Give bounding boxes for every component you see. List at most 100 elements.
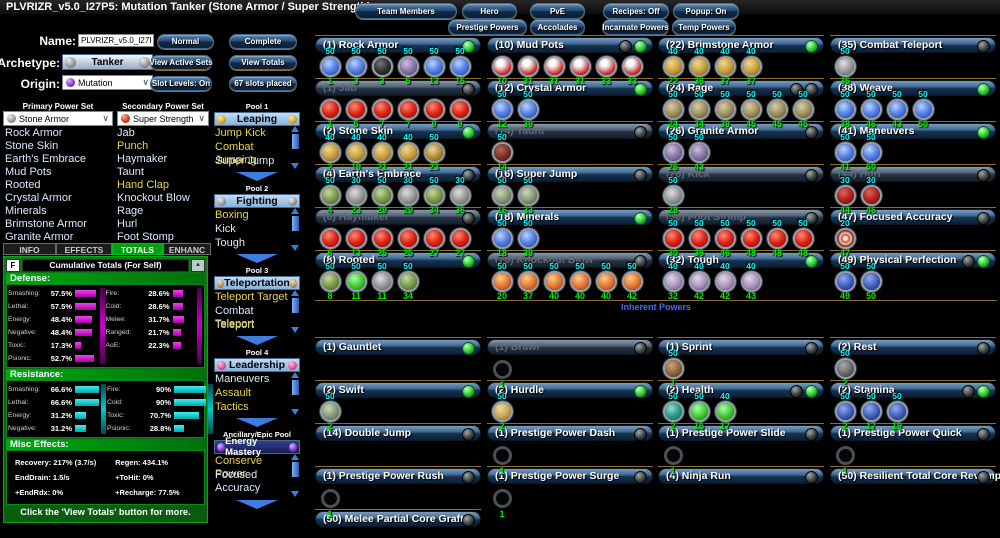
enhancement-icon[interactable] (862, 187, 880, 204)
enhancement-slot[interactable]: 33 (593, 50, 619, 86)
primary-power-minerals[interactable]: Minerals (5, 205, 47, 217)
enhancement-icon[interactable] (519, 273, 537, 290)
pool-power-jump-kick[interactable]: Jump Kick (215, 127, 266, 139)
enhancement-icon[interactable] (373, 58, 391, 75)
pool-power-combat-teleport[interactable]: Combat Teleport (215, 305, 255, 330)
enhancement-slot[interactable]: 9 (421, 93, 447, 129)
power-bar-minerals[interactable]: (18) Minerals (487, 209, 653, 225)
secondary-power-taunt[interactable]: Taunt (117, 166, 144, 178)
power-bar-granite-armor[interactable]: (26) Granite Armor (658, 123, 824, 139)
power-bar-prestige-power-surge[interactable]: (1) Prestige Power Surge (487, 468, 653, 484)
enhancement-icon[interactable] (836, 101, 854, 118)
led-off-icon[interactable] (634, 126, 647, 139)
enhancement-slot[interactable]: 9 (447, 93, 473, 129)
scroll-thumb[interactable] (291, 216, 299, 231)
enhancement-icon[interactable] (321, 273, 339, 290)
scroll-up-icon[interactable] (291, 372, 299, 378)
enhancement-slot[interactable]: 50 28 (660, 176, 686, 215)
scroll-down-icon[interactable] (291, 327, 299, 333)
enhancement-slot[interactable]: 50 48 (764, 219, 790, 258)
led-off-icon[interactable] (805, 83, 818, 96)
pool-power-teleport[interactable]: Teleport (215, 319, 255, 331)
enhancement-icon[interactable] (888, 101, 906, 118)
scroll-down-icon[interactable] (291, 163, 299, 169)
enhancement-slot[interactable]: 40 32 (660, 262, 686, 301)
power-bar-jab[interactable]: (1) Jab (315, 80, 481, 96)
enhancement-slot[interactable]: 50 50 (910, 90, 936, 129)
enhancement-icon[interactable] (493, 144, 511, 161)
led-on-icon[interactable] (805, 255, 818, 268)
led-off-icon[interactable] (805, 126, 818, 139)
pink-orb-icon[interactable] (288, 360, 297, 370)
power-bar-prestige-power-rush[interactable]: (1) Prestige Power Rush (315, 468, 481, 484)
empty-slot-icon[interactable] (492, 446, 512, 465)
power-bar-brimstone-armor[interactable]: (22) Brimstone Armor (658, 37, 824, 53)
led-off-icon[interactable] (462, 212, 475, 225)
primary-power-earth-s-embrace[interactable]: Earth's Embrace (5, 153, 86, 165)
led-on-icon[interactable] (634, 212, 647, 225)
pool-expand-icon[interactable] (236, 254, 278, 263)
enhancement-slot[interactable]: 50 45 (790, 90, 816, 129)
enhancement-slot[interactable]: 50 1 (317, 47, 343, 86)
enhancement-icon[interactable] (716, 58, 734, 75)
pool-expand-icon[interactable] (236, 500, 278, 509)
enhancement-slot[interactable]: 50 12 (489, 90, 515, 129)
led-off-icon[interactable] (634, 255, 647, 268)
enhancement-icon[interactable] (664, 360, 682, 377)
secondary-power-jab[interactable]: Jab (117, 127, 135, 139)
scroll-thumb[interactable] (291, 462, 299, 477)
enhancement-slot[interactable]: 1 (489, 438, 515, 476)
scroll-up-icon[interactable] (291, 208, 299, 214)
pool-scrollbar[interactable] (290, 372, 300, 415)
led-off-icon[interactable] (977, 169, 990, 182)
led-off-icon[interactable] (634, 169, 647, 182)
power-bar-double-jump[interactable]: (14) Double Jump (315, 425, 481, 441)
enhancement-icon[interactable] (425, 101, 443, 118)
led-on-icon[interactable] (462, 40, 475, 53)
led-on-icon[interactable] (977, 385, 990, 398)
pool-scrollbar[interactable] (290, 290, 300, 333)
scroll-down-icon[interactable] (291, 409, 299, 415)
enhancement-slot[interactable]: 40 22 (660, 47, 686, 86)
enhancement-slot[interactable]: 40 43 (738, 262, 764, 301)
led-off-icon[interactable] (805, 428, 818, 441)
enhancement-slot[interactable]: 50 19 (884, 392, 910, 431)
enhancement-icon[interactable] (399, 273, 417, 290)
enhancement-slot[interactable]: 50 17 (858, 392, 884, 431)
enhancement-icon[interactable] (664, 273, 682, 290)
power-bar-rooted[interactable]: (8) Rooted (315, 252, 481, 268)
enhancement-icon[interactable] (716, 230, 734, 247)
enhancement-slot[interactable]: 50 39 (515, 90, 541, 129)
enhancement-slot[interactable]: 50 33 (515, 176, 541, 215)
enhancement-icon[interactable] (664, 230, 682, 247)
led-off-icon[interactable] (977, 342, 990, 355)
enhancement-icon[interactable] (347, 58, 365, 75)
power-bar-knockout-blow[interactable]: (20) Knockout Blow (487, 252, 653, 268)
enhancement-icon[interactable] (742, 58, 760, 75)
enhancement-slot[interactable]: 5 (343, 93, 369, 129)
enhancement-icon[interactable] (493, 230, 511, 247)
enhancement-icon[interactable] (399, 230, 417, 247)
enhancement-icon[interactable] (836, 360, 854, 377)
enhancement-slot[interactable]: 50 46 (858, 90, 884, 129)
enhancement-icon[interactable] (519, 230, 537, 247)
enhancement-slot[interactable]: 50 23 (421, 133, 447, 172)
enhancement-slot[interactable]: 31 (541, 50, 567, 86)
enhancement-icon[interactable] (425, 144, 443, 161)
view-totals-button[interactable]: View Totals (229, 55, 297, 70)
empty-slot-icon[interactable] (663, 446, 683, 465)
enhancement-slot[interactable]: 30 23 (343, 176, 369, 215)
led-on-icon[interactable] (462, 255, 475, 268)
enhancement-slot[interactable]: 50 15 (686, 392, 712, 431)
enhancement-slot[interactable]: 50 3 (343, 47, 369, 86)
enhancement-slot[interactable]: 7 (395, 93, 421, 129)
scroll-up-icon[interactable] (291, 126, 299, 132)
led-on-icon[interactable] (977, 126, 990, 139)
led-off-icon[interactable] (805, 212, 818, 225)
enhancement-icon[interactable] (836, 230, 854, 247)
enhancement-slot[interactable]: 25 (369, 222, 395, 258)
enhancement-slot[interactable]: 31 (567, 50, 593, 86)
secondary-power-foot-stomp[interactable]: Foot Stomp (117, 231, 174, 243)
enhancement-icon[interactable] (664, 403, 682, 420)
enhancement-slot[interactable]: 50 34 (686, 90, 712, 129)
